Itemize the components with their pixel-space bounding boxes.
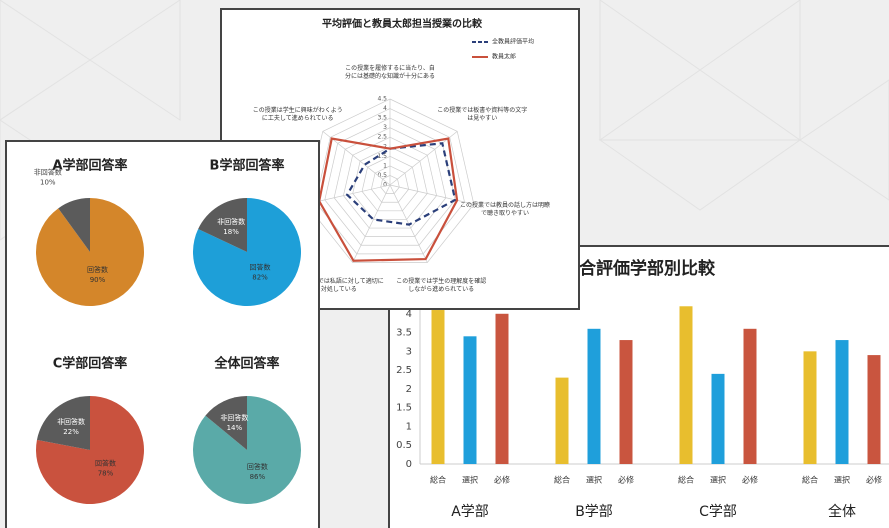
x-tick-label: 選択: [834, 475, 850, 485]
r-tick-label: 3.5: [377, 115, 387, 122]
bar: [587, 328, 601, 464]
r-tick-label: 4.5: [377, 96, 387, 103]
x-group-label: B学部: [575, 504, 613, 520]
grid-ring: [343, 136, 437, 229]
spoke: [322, 131, 391, 186]
r-tick-label: 0: [383, 182, 387, 189]
slice-label: 非回答数: [220, 413, 248, 422]
bar: [555, 377, 569, 464]
y-tick-label: 0: [406, 459, 412, 470]
x-group-label: A学部: [451, 504, 489, 520]
grid-ring: [380, 175, 400, 194]
slice-value: 86%: [250, 473, 266, 481]
grid-ring: [333, 127, 447, 238]
slice-label: 非回答数: [217, 217, 245, 226]
pie-slice: [205, 396, 247, 450]
x-tick-label: 選択: [462, 475, 478, 485]
slice-label: 非回答数: [34, 168, 62, 177]
x-tick-label: 必修: [618, 475, 634, 485]
y-tick-label: 2.5: [396, 365, 412, 376]
x-tick-label: 必修: [866, 475, 882, 485]
x-tick-label: 必修: [742, 475, 758, 485]
slice-label: 回答数: [87, 265, 108, 274]
bar: [619, 340, 633, 464]
axis-label: この授業を履修するに当たり、自分には基礎的な知識が十分にある: [345, 65, 436, 80]
axis-label: この授業では教員の話し方は明瞭で聴き取りやすい: [460, 201, 551, 217]
pie-title: B学部回答率: [210, 158, 285, 174]
bar: [711, 373, 725, 464]
chart-title: 平均評価と教員太郎担当授業の比較: [322, 17, 483, 30]
r-tick-label: 1.5: [377, 153, 387, 160]
slice-value: 18%: [223, 228, 239, 236]
slice-value: 82%: [252, 274, 268, 282]
spoke: [352, 184, 391, 263]
slice-value: 10%: [40, 179, 56, 187]
bar-chart: 総合評価学部別比較 0 0.5 1 1.5 2 2.5 3 3.5 4 A学部 総合 選択 必修 B学部 総…: [396, 258, 889, 520]
r-tick-label: 3: [383, 124, 387, 131]
slice-value: 78%: [98, 470, 114, 478]
r-tick-label: 4: [383, 105, 387, 112]
y-tick-label: 4: [406, 309, 412, 320]
pie-card: A学部回答率回答数 90% 非回答数 10% B学部回答率回答数 82% 非回答数 18% C学…: [5, 140, 320, 528]
r-tick-label: 2.5: [377, 134, 387, 141]
axis-label: この授業では私語に対して適切に対処している: [293, 277, 384, 293]
x-tick-label: 総合: [802, 475, 818, 485]
bar: [867, 355, 881, 464]
x-tick-label: 選択: [710, 475, 726, 485]
pie-slice: [36, 396, 90, 450]
slice-value: 22%: [63, 428, 79, 436]
bar: [495, 313, 509, 464]
pie-title: A学部回答率: [52, 158, 127, 174]
radar-series: [318, 137, 459, 262]
grid-ring: [352, 146, 428, 220]
y-tick-label: 1: [406, 421, 412, 432]
axis-label: この授業は学生に興味がわくように工夫して進められている: [252, 107, 343, 123]
y-tick-label: 1.5: [396, 403, 412, 414]
pie-slice: [198, 198, 247, 252]
slice-value: 90%: [90, 276, 106, 284]
slice-value: 14%: [227, 424, 243, 432]
legend-label: 教員太郎: [492, 53, 516, 61]
bar: [431, 310, 445, 464]
x-group-label: 全体: [828, 503, 856, 520]
chart-title: 総合評価学部別比較: [562, 258, 716, 279]
radar-series: [345, 142, 457, 226]
x-tick-label: 必修: [494, 475, 510, 485]
slice-label: 回答数: [250, 263, 271, 272]
x-group-label: C学部: [699, 504, 737, 520]
grid-ring: [370, 165, 410, 203]
y-tick-label: 3: [406, 346, 412, 357]
bar: [835, 340, 849, 464]
x-tick-label: 選択: [586, 475, 602, 485]
grid-ring: [315, 108, 465, 255]
x-tick-label: 総合: [678, 475, 694, 485]
slice-label: 非回答数: [57, 417, 85, 426]
spoke: [389, 184, 474, 205]
bar: [463, 336, 477, 464]
axis-label: この授業では学生の理解度を確認しながら進められている: [396, 277, 487, 293]
r-tick-label: 1: [383, 162, 387, 169]
slice-label: 回答数: [95, 459, 116, 468]
bar: [743, 328, 757, 464]
y-tick-label: 0.5: [396, 440, 412, 451]
bar: [803, 351, 817, 464]
y-tick-label: 3.5: [396, 328, 412, 339]
pie-title: C学部回答率: [53, 356, 128, 372]
spoke: [389, 131, 458, 186]
x-tick-label: 総合: [430, 475, 446, 485]
axis-label: この授業では板書や資料等の文字は見やすい: [437, 107, 528, 123]
pie-title: 全体回答率: [213, 356, 279, 372]
grid-ring: [361, 155, 419, 212]
pie-slice: [58, 198, 90, 252]
y-tick-label: 2: [406, 384, 412, 395]
slice-label: 回答数: [247, 462, 268, 471]
legend-label: 全教員評価平均: [492, 38, 534, 46]
pie-slice: [35, 198, 144, 306]
x-tick-label: 総合: [554, 475, 570, 485]
r-tick-label: 0.5: [377, 172, 387, 179]
bar: [679, 306, 693, 464]
